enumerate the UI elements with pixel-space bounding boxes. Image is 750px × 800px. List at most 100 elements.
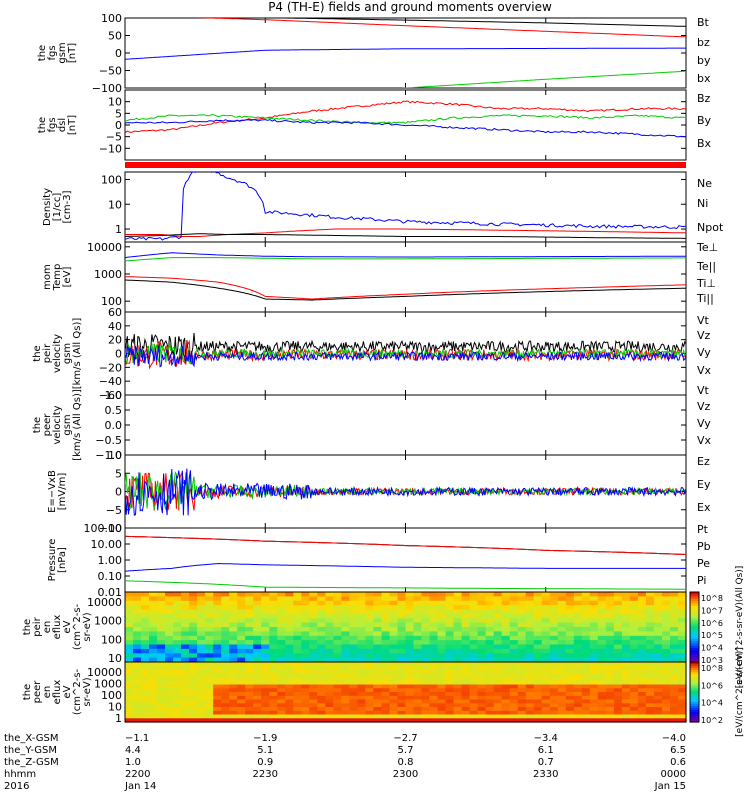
heat-cell [293, 688, 302, 693]
heat-cell [605, 692, 615, 697]
heat-cell [541, 718, 551, 723]
heat-cell [573, 596, 583, 602]
y-tick-label: 0.0 [105, 419, 123, 432]
colorbar-cell [690, 617, 699, 621]
heat-cell [165, 692, 174, 697]
heat-cell [589, 699, 599, 704]
heat-cell [493, 631, 503, 637]
heat-cell [678, 644, 687, 650]
heat-cell [597, 718, 607, 723]
heat-cell [325, 627, 334, 632]
heat-cell [165, 653, 174, 659]
heat-cell [269, 707, 278, 712]
heat-cell [181, 684, 190, 689]
heat-cell [173, 718, 182, 723]
heat-cell [597, 669, 607, 674]
heat-cell [357, 657, 366, 663]
heat-cell [341, 680, 350, 686]
heat-cell [357, 673, 366, 678]
heat-cell [165, 635, 174, 641]
y-tick-label: −5 [106, 131, 122, 144]
heat-cell [325, 673, 334, 678]
y-tick-label: 1000 [94, 678, 122, 691]
heat-cell [301, 631, 310, 637]
heat-cell [597, 622, 607, 628]
heat-cell [437, 665, 447, 671]
heat-cell [662, 665, 671, 671]
heat-cell [245, 648, 254, 654]
heat-cell [325, 653, 334, 659]
heat-cell [533, 631, 543, 637]
heat-cell [557, 644, 567, 650]
colorbar-cell [690, 684, 699, 687]
heat-cell [197, 613, 206, 619]
heat-cell [357, 703, 366, 708]
heat-cell [181, 688, 190, 693]
heat-cell [157, 699, 166, 704]
heat-cell [413, 600, 423, 606]
heat-cell [565, 677, 575, 682]
heat-cell [405, 699, 415, 704]
heat-cell [269, 627, 278, 632]
heat-cell [429, 703, 439, 708]
legend-Ti⊥: Ti⊥ [696, 277, 716, 290]
heat-cell [645, 605, 655, 611]
y-axis-label: eflux [52, 680, 63, 705]
heat-cell [165, 640, 174, 646]
heat-cell [670, 618, 679, 624]
heat-cell [221, 648, 230, 654]
heat-cell [613, 618, 623, 624]
heat-cell [181, 680, 190, 686]
heat-cell [493, 688, 503, 693]
heat-cell [197, 644, 206, 650]
heat-cell [293, 592, 302, 597]
heat-cell [325, 605, 334, 611]
heat-cell [237, 613, 246, 619]
heat-cell [157, 640, 166, 646]
heat-cell [277, 669, 286, 674]
heat-cell [629, 635, 639, 641]
heat-cell [445, 635, 455, 641]
heat-cell [637, 644, 647, 650]
y-axis-label: Temp [52, 264, 63, 292]
heat-cell [485, 677, 495, 682]
heat-cell [637, 699, 647, 704]
heat-cell [581, 680, 591, 686]
heat-cell [637, 648, 647, 654]
heat-cell [485, 703, 495, 708]
heat-cell [285, 665, 294, 671]
heat-cell [509, 662, 519, 667]
heat-cell [229, 684, 238, 689]
heat-cell [581, 699, 591, 704]
heat-cell [373, 703, 382, 708]
heat-cell [445, 680, 455, 686]
heat-cell [437, 644, 447, 650]
heat-cell [501, 673, 511, 678]
heat-cell [325, 703, 334, 708]
heat-cell [333, 699, 342, 704]
heat-cell [501, 648, 511, 654]
heat-cell [405, 627, 415, 632]
heat-cell [229, 609, 238, 615]
heat-cell [149, 657, 158, 663]
heat-cell [141, 718, 150, 723]
heat-cell [237, 718, 246, 723]
heat-cell [662, 648, 671, 654]
heat-cell [653, 714, 663, 719]
heat-cell [349, 710, 358, 716]
heat-cell [173, 648, 182, 654]
heat-cell [357, 613, 366, 619]
heat-cell [309, 703, 318, 708]
heat-cell [477, 692, 487, 697]
heat-cell [205, 677, 214, 682]
heat-cell [237, 657, 246, 663]
heat-cell [670, 703, 679, 708]
heat-cell [429, 718, 439, 723]
heat-cell [653, 635, 663, 641]
heat-cell [453, 648, 463, 654]
heat-cell [325, 596, 334, 602]
heat-cell [517, 653, 527, 659]
y-axis-label: sr-eV) [82, 677, 93, 706]
heat-cell [389, 692, 399, 697]
